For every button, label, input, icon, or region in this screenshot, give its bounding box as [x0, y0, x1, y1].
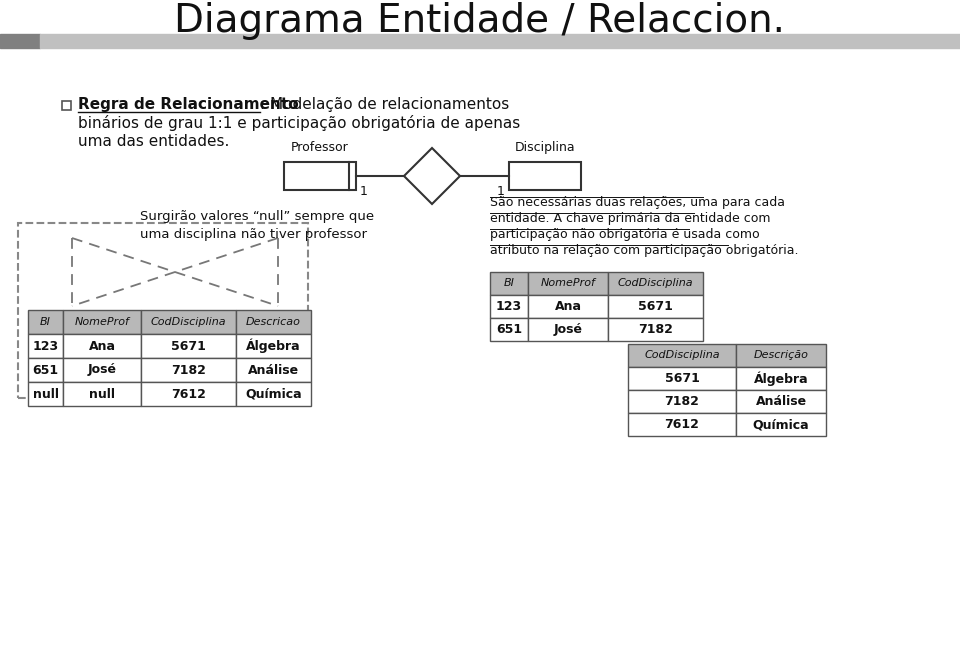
Text: participação não obrigatória é usada como: participação não obrigatória é usada com… — [490, 228, 759, 241]
Bar — [0, 34, 40, 48]
Text: Disciplina: Disciplina — [515, 141, 575, 154]
Text: Professor: Professor — [291, 141, 348, 154]
Text: José: José — [554, 323, 583, 336]
Text: Ana: Ana — [555, 300, 582, 313]
Bar — [490, 272, 528, 295]
Text: São necessárias duas relações, uma para cada: São necessárias duas relações, uma para … — [490, 196, 785, 209]
Text: Análise: Análise — [756, 395, 806, 408]
Bar — [528, 318, 608, 341]
Text: 1: 1 — [360, 185, 368, 198]
Text: Diagrama Entidade / Relaccion.: Diagrama Entidade / Relaccion. — [175, 2, 785, 40]
Bar — [284, 162, 356, 190]
Bar — [736, 367, 826, 390]
Text: 123: 123 — [496, 300, 522, 313]
Bar — [628, 390, 736, 413]
Bar — [608, 295, 703, 318]
Text: Análise: Análise — [248, 364, 300, 377]
Bar — [509, 162, 581, 190]
Bar — [141, 358, 236, 382]
Text: NomeProf: NomeProf — [540, 278, 595, 289]
Bar — [28, 310, 63, 334]
Text: 1: 1 — [497, 185, 505, 198]
Text: 7182: 7182 — [638, 323, 673, 336]
Text: CodDisciplina: CodDisciplina — [617, 278, 693, 289]
Bar — [236, 334, 311, 358]
Bar — [28, 358, 63, 382]
Text: BI: BI — [40, 317, 51, 327]
Bar — [40, 34, 960, 48]
Text: entidade. A chave primária da entidade com: entidade. A chave primária da entidade c… — [490, 212, 771, 225]
Text: binários de grau 1:1 e participação obrigatória de apenas: binários de grau 1:1 e participação obri… — [78, 115, 520, 131]
Text: uma disciplina não tiver professor: uma disciplina não tiver professor — [140, 228, 367, 241]
Text: Álgebra: Álgebra — [246, 339, 300, 353]
Bar — [736, 390, 826, 413]
Text: Química: Química — [245, 388, 301, 401]
Text: 5671: 5671 — [664, 372, 700, 385]
Bar — [528, 295, 608, 318]
Bar — [528, 272, 608, 295]
Bar — [628, 367, 736, 390]
Bar — [236, 310, 311, 334]
Text: NomeProf: NomeProf — [75, 317, 130, 327]
Text: Descrição: Descrição — [754, 351, 808, 360]
Text: 5671: 5671 — [638, 300, 673, 313]
Text: 7182: 7182 — [664, 395, 700, 408]
Bar — [63, 334, 141, 358]
Bar — [236, 358, 311, 382]
Bar — [490, 295, 528, 318]
Text: Ana: Ana — [88, 340, 115, 353]
Text: 123: 123 — [33, 340, 59, 353]
Text: CodDisciplina: CodDisciplina — [644, 351, 720, 360]
Bar — [736, 413, 826, 436]
Text: 5671: 5671 — [171, 340, 206, 353]
Text: Álgebra: Álgebra — [754, 371, 808, 386]
Text: BI: BI — [504, 278, 515, 289]
Text: null: null — [33, 388, 59, 401]
Text: uma das entidades.: uma das entidades. — [78, 134, 229, 149]
Bar — [141, 334, 236, 358]
Bar — [28, 382, 63, 406]
Bar — [608, 272, 703, 295]
Bar — [236, 382, 311, 406]
Text: atributo na relação com participação obrigatória.: atributo na relação com participação obr… — [490, 244, 799, 257]
Text: Descricao: Descricao — [246, 317, 300, 327]
Text: Surgirão valores “null” sempre que: Surgirão valores “null” sempre que — [140, 210, 374, 223]
Text: 7612: 7612 — [171, 388, 206, 401]
Text: null: null — [89, 388, 115, 401]
Bar — [141, 310, 236, 334]
Bar — [63, 310, 141, 334]
Text: CodDisciplina: CodDisciplina — [151, 317, 227, 327]
Bar — [608, 318, 703, 341]
Text: 7182: 7182 — [171, 364, 206, 377]
Text: 651: 651 — [33, 364, 59, 377]
Bar — [63, 358, 141, 382]
Bar — [490, 318, 528, 341]
Bar — [628, 413, 736, 436]
Text: José: José — [87, 364, 116, 377]
Bar — [28, 334, 63, 358]
Bar — [62, 101, 71, 110]
Text: : Modelação de relacionamentos: : Modelação de relacionamentos — [260, 98, 509, 112]
Text: Química: Química — [753, 418, 809, 431]
Bar — [628, 344, 736, 367]
Bar — [63, 382, 141, 406]
Bar — [141, 382, 236, 406]
Bar — [736, 344, 826, 367]
Text: 651: 651 — [496, 323, 522, 336]
Text: 7612: 7612 — [664, 418, 700, 431]
Text: Regra de Relacionamento: Regra de Relacionamento — [78, 98, 299, 112]
